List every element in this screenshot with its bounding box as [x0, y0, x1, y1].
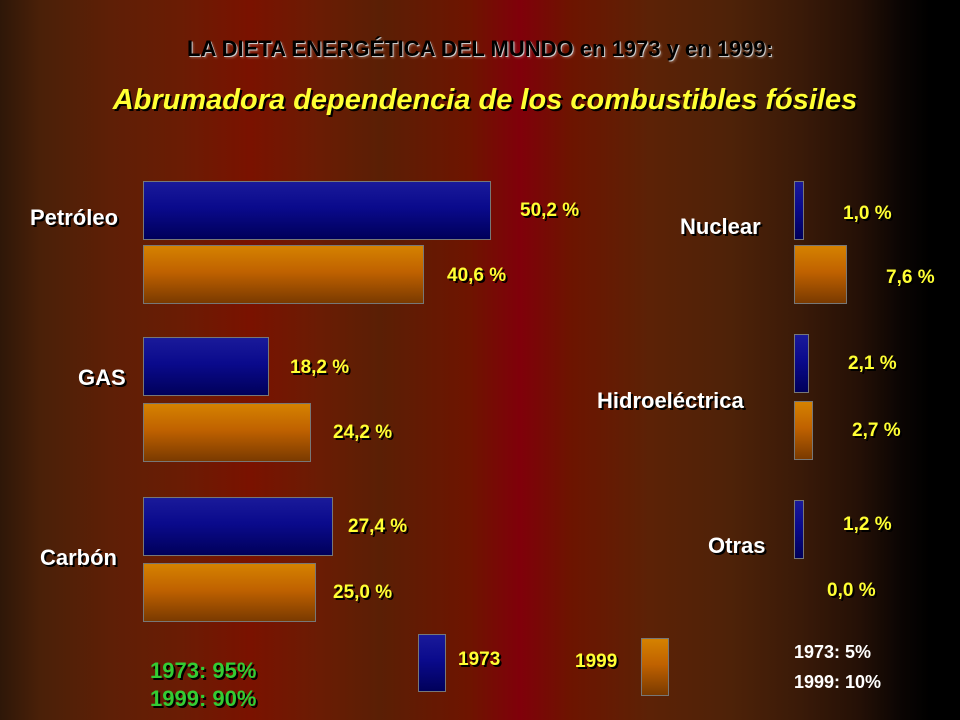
bar-nuclear-1999	[794, 245, 847, 304]
fossil-total-1999: 1999: 90%	[150, 686, 257, 711]
other-total-1973: 1973: 5%	[794, 642, 872, 662]
page-title: LA DIETA ENERGÉTICA DEL MUNDO en 1973 y …	[187, 36, 773, 61]
value-label-gas-1999: 24,2 %	[333, 422, 393, 443]
bar-nuclear-1973	[794, 181, 804, 240]
category-label-carbon: Carbón	[40, 545, 117, 570]
category-label-petroleo: Petróleo	[30, 205, 119, 230]
bar-carbon-1973	[143, 497, 333, 556]
category-label-gas: GAS	[78, 365, 126, 390]
value-label-carbon-1973: 27,4 %	[348, 516, 408, 537]
bar-petroleo-1999	[143, 245, 425, 304]
value-label-hidroelectrica-1999: 2,7 %	[852, 420, 901, 441]
value-label-petroleo-1973: 50,2 %	[520, 200, 580, 221]
value-label-gas-1973: 18,2 %	[290, 357, 350, 378]
value-label-hidroelectrica-1973: 2,1 %	[848, 353, 897, 374]
legend-swatch-1999	[641, 638, 669, 696]
bar-petroleo-1973	[143, 181, 491, 240]
value-label-otras-1999: 0,0 %	[827, 580, 876, 601]
bar-carbon-1999	[143, 563, 317, 622]
value-label-otras-1973: 1,2 %	[843, 514, 892, 535]
bar-gas-1973	[143, 337, 270, 396]
legend-label-1973: 1973	[458, 649, 501, 670]
bar-hidroelectrica-1999	[794, 401, 813, 460]
bar-otras-1973	[794, 500, 804, 559]
page-subtitle: Abrumadora dependencia de los combustibl…	[112, 84, 858, 116]
category-label-nuclear: Nuclear	[680, 214, 761, 239]
value-label-nuclear-1999: 7,6 %	[886, 267, 935, 288]
category-label-hidroelectrica: Hidroeléctrica	[597, 388, 744, 413]
category-label-otras: Otras	[708, 533, 766, 558]
legend-label-1999: 1999	[575, 651, 618, 672]
bar-hidroelectrica-1973	[794, 334, 809, 393]
bar-gas-1999	[143, 403, 311, 462]
other-total-1999: 1999: 10%	[794, 672, 882, 692]
value-label-nuclear-1973: 1,0 %	[843, 203, 892, 224]
value-label-petroleo-1999: 40,6 %	[447, 265, 507, 286]
value-label-carbon-1999: 25,0 %	[333, 582, 393, 603]
legend-swatch-1973	[418, 634, 446, 692]
fossil-total-1973: 1973: 95%	[150, 658, 257, 683]
